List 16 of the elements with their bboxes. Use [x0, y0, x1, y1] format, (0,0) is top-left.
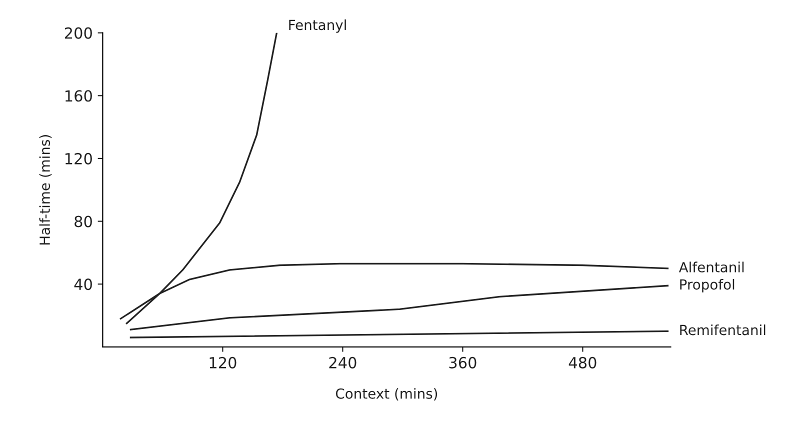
x-tick-label: 360 — [449, 356, 476, 368]
y-axis-title: Half-time (mins) — [39, 135, 52, 245]
series-label: Alfentanil — [678, 262, 744, 272]
series-label: Fentanyl — [289, 19, 346, 33]
y-tick-label: 40 — [74, 278, 92, 290]
line-series — [130, 284, 669, 330]
y-tick-label: 120 — [65, 152, 92, 164]
y-tick-label: 80 — [74, 216, 92, 228]
y-tick-label: 200 — [64, 27, 92, 39]
y-tick-label: 160 — [65, 90, 92, 102]
x-axis-title: Context (mins) — [336, 388, 438, 400]
series-label: Propofol — [680, 278, 734, 292]
x-tick-label: 240 — [329, 356, 356, 368]
series-label: Remifentanil — [680, 324, 766, 336]
x-tick-label: 120 — [210, 356, 236, 368]
x-tick-label: 480 — [568, 356, 596, 368]
